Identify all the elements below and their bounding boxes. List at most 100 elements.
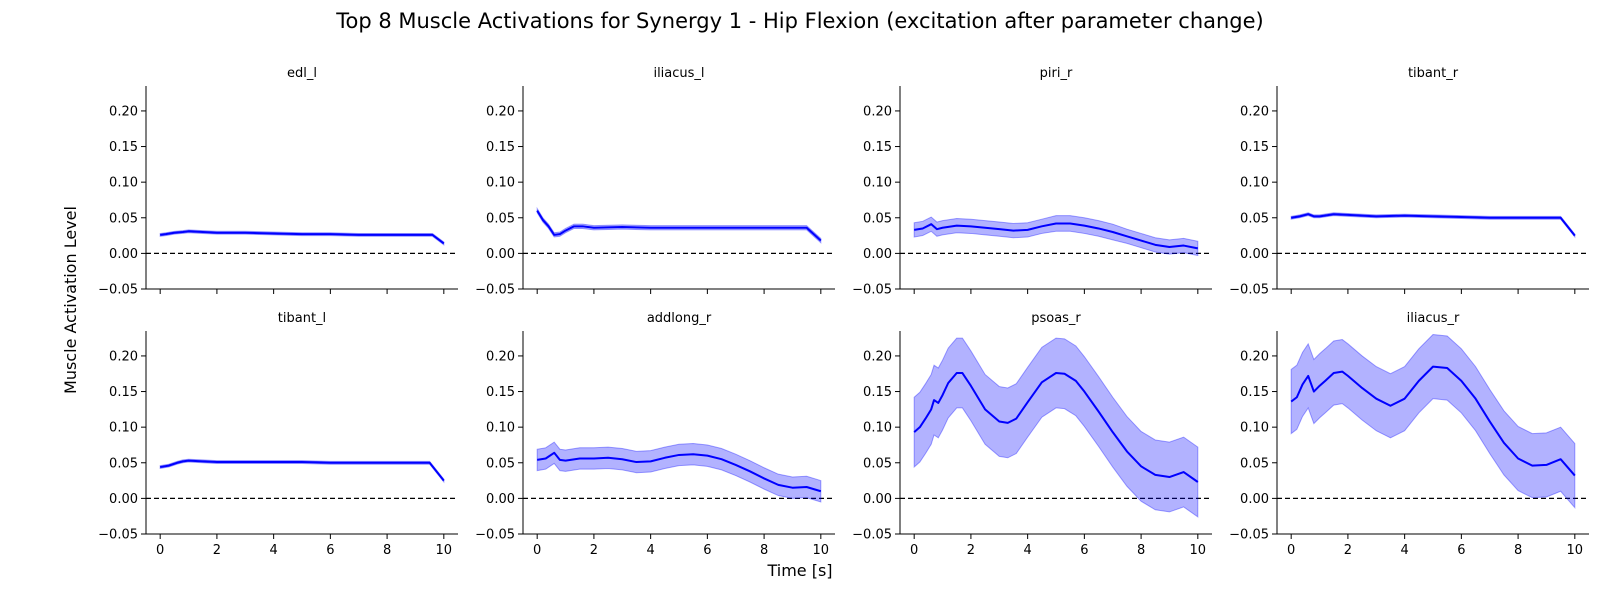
y-tick-label: 0.10	[486, 176, 515, 191]
subplot-addlong_r: addlong_r −0.05 0.00 0.05 0.10 0.15 0.20 0 2 4 6 8 1…	[475, 311, 835, 558]
y-tick-label: 0.15	[863, 140, 892, 155]
x-tick-label: 0	[910, 543, 918, 558]
y-tick-label: 0.20	[486, 349, 515, 364]
y-tick-label: 0.05	[109, 456, 138, 471]
y-tick-label: 0.05	[486, 211, 515, 226]
mean-line-iliacus_l	[536, 210, 822, 242]
x-tick-label: 2	[590, 543, 598, 558]
subplot-grid: edl_l −0.05 0.00 0.05 0.10 0.15 0.20 iliacus_l −…	[98, 66, 1589, 558]
y-tick-label: 0.15	[109, 140, 138, 155]
subplot-title: tibant_r	[1408, 66, 1459, 81]
y-tick-label: 0.05	[1240, 456, 1269, 471]
subplot-title: iliacus_r	[1407, 311, 1460, 326]
y-tick-label: 0.15	[863, 385, 892, 400]
y-tick-label: 0.05	[1240, 211, 1269, 226]
x-tick-label: 6	[1080, 543, 1088, 558]
y-tick-label: 0.00	[1240, 247, 1269, 262]
mean-line-iliacus_r	[1290, 365, 1576, 477]
mean-line-tibant_l	[160, 459, 445, 482]
y-tick-label: −0.05	[852, 528, 892, 543]
y-tick-label: 0.10	[1240, 176, 1269, 191]
subplot-title: edl_l	[287, 66, 317, 81]
std-band-psoas_r	[913, 337, 1199, 518]
x-tick-label: 6	[1457, 543, 1465, 558]
subplot-title: psoas_r	[1031, 311, 1081, 326]
y-tick-label: 0.20	[486, 104, 515, 119]
x-tick-label: 2	[1344, 543, 1352, 558]
y-tick-label: −0.05	[1229, 528, 1269, 543]
y-tick-label: 0.00	[863, 492, 892, 507]
x-tick-label: 2	[213, 543, 221, 558]
subplot-title: piri_r	[1040, 66, 1073, 81]
x-tick-label: 8	[383, 543, 391, 558]
subplot-edl_l: edl_l −0.05 0.00 0.05 0.10 0.15 0.20	[98, 66, 458, 298]
y-tick-label: 0.10	[863, 421, 892, 436]
y-tick-label: 0.20	[863, 349, 892, 364]
mean-line-piri_r	[914, 222, 1199, 250]
y-tick-label: 0.10	[1240, 421, 1269, 436]
x-tick-label: 8	[1137, 543, 1145, 558]
y-tick-label: −0.05	[475, 283, 515, 298]
y-tick-label: 0.20	[1240, 349, 1269, 364]
x-tick-label: 6	[326, 543, 334, 558]
y-tick-label: 0.10	[486, 421, 515, 436]
x-tick-label: 10	[1190, 543, 1207, 558]
std-band-piri_r	[913, 215, 1199, 257]
y-tick-label: 0.20	[109, 349, 138, 364]
y-tick-label: 0.05	[863, 211, 892, 226]
mean-line-addlong_r	[537, 451, 822, 493]
mean-line-tibant_r	[1291, 213, 1576, 237]
subplot-title: iliacus_l	[653, 66, 704, 81]
y-tick-label: 0.15	[486, 385, 515, 400]
x-tick-label: 4	[1023, 543, 1031, 558]
y-tick-label: −0.05	[98, 528, 138, 543]
figure-title: Top 8 Muscle Activations for Synergy 1 -…	[335, 9, 1264, 33]
mean-line-edl_l	[160, 230, 445, 245]
y-tick-label: 0.05	[486, 456, 515, 471]
x-tick-label: 0	[533, 543, 541, 558]
y-tick-label: 0.10	[863, 176, 892, 191]
x-tick-label: 4	[269, 543, 277, 558]
y-tick-label: −0.05	[852, 283, 892, 298]
y-axis-label: Muscle Activation Level	[61, 206, 80, 394]
mean-line-psoas_r	[913, 372, 1199, 483]
y-tick-label: 0.05	[109, 211, 138, 226]
x-tick-label: 6	[703, 543, 711, 558]
x-tick-label: 8	[1514, 543, 1522, 558]
std-band-addlong_r	[536, 441, 822, 503]
y-tick-label: 0.20	[863, 104, 892, 119]
y-tick-label: 0.00	[486, 247, 515, 262]
y-tick-label: 0.00	[863, 247, 892, 262]
x-tick-label: 4	[646, 543, 654, 558]
y-tick-label: 0.15	[109, 385, 138, 400]
subplot-title: tibant_l	[278, 311, 326, 326]
std-band-iliacus_l	[536, 206, 822, 244]
subplot-tibant_l: tibant_l −0.05 0.00 0.05 0.10 0.15 0.20 0 2 4 6 8 10	[98, 311, 458, 558]
std-band-tibant_r	[1290, 212, 1576, 239]
y-tick-label: 0.10	[109, 421, 138, 436]
y-tick-label: 0.00	[1240, 492, 1269, 507]
subplot-tibant_r: tibant_r −0.05 0.00 0.05 0.10 0.15 0.20	[1229, 66, 1589, 298]
x-tick-label: 0	[156, 543, 164, 558]
y-tick-label: 0.15	[486, 140, 515, 155]
y-tick-label: 0.00	[109, 492, 138, 507]
x-tick-label: 10	[436, 543, 453, 558]
x-tick-label: 0	[1287, 543, 1295, 558]
y-tick-label: 0.10	[109, 176, 138, 191]
subplot-title: addlong_r	[647, 311, 712, 326]
x-tick-label: 10	[813, 543, 830, 558]
y-tick-label: −0.05	[475, 528, 515, 543]
y-tick-label: 0.05	[863, 456, 892, 471]
x-tick-label: 10	[1567, 543, 1584, 558]
y-tick-label: −0.05	[98, 283, 138, 298]
x-axis-label: Time [s]	[766, 561, 832, 580]
x-tick-label: 2	[967, 543, 975, 558]
y-tick-label: 0.15	[1240, 385, 1269, 400]
y-tick-label: 0.20	[109, 104, 138, 119]
std-band-iliacus_r	[1290, 334, 1576, 509]
y-tick-label: 0.00	[486, 492, 515, 507]
x-tick-label: 4	[1400, 543, 1408, 558]
y-tick-label: 0.15	[1240, 140, 1269, 155]
y-tick-label: 0.20	[1240, 104, 1269, 119]
